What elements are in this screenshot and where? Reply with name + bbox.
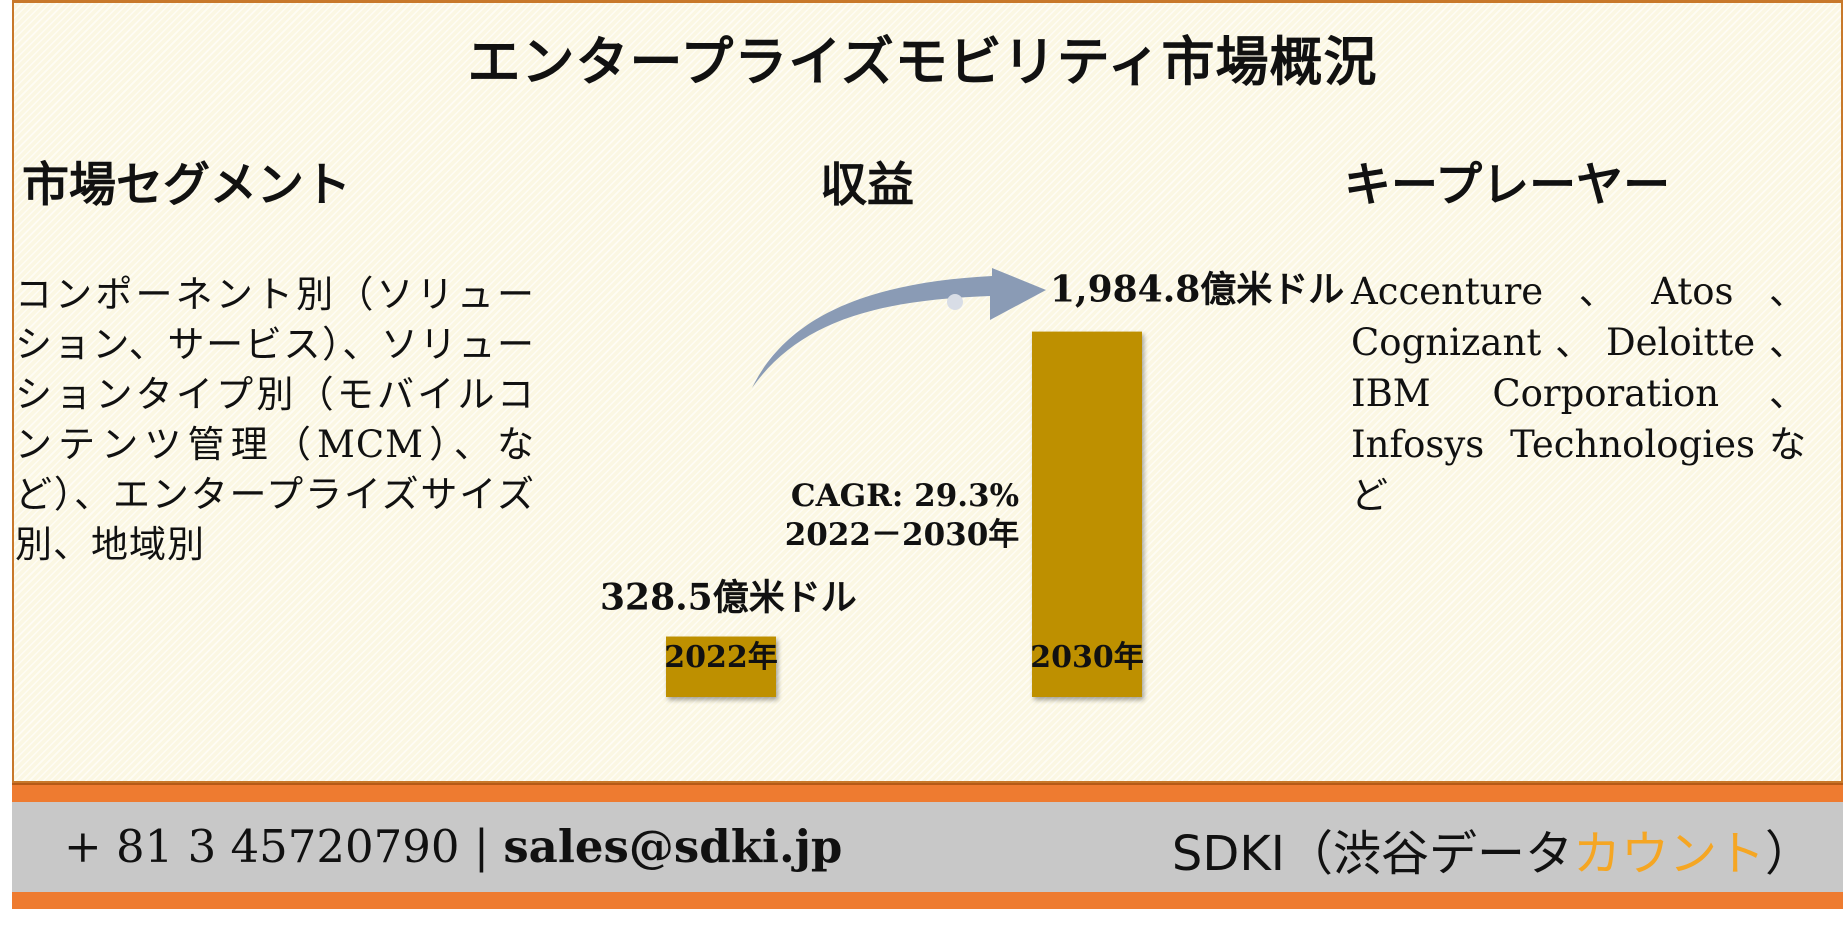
page-title: エンタープライズモビリティ市場概況 bbox=[467, 31, 1378, 93]
contact-info: + 81 3 45720790 | sales@sdki.jp bbox=[64, 820, 842, 873]
email-link[interactable]: sales@sdki.jp bbox=[503, 820, 843, 873]
phone-number: + 81 3 45720790 bbox=[64, 820, 460, 873]
value-label-2022: 328.5億米ドル bbox=[600, 577, 857, 619]
cagr-label: CAGR: 29.3% bbox=[791, 478, 1019, 514]
growth-arrow-shape bbox=[752, 268, 1046, 388]
category-label: 2030年 bbox=[1030, 640, 1144, 675]
cagr-period-label: 2022－2030年 bbox=[785, 517, 1020, 553]
value-label-2030: 1,984.8億米ドル bbox=[1050, 269, 1344, 311]
footer-divider bbox=[12, 783, 1843, 785]
segments-heading: 市場セグメント bbox=[22, 158, 351, 213]
revenue-heading: 収益 bbox=[820, 158, 914, 213]
players-heading: キープレーヤー bbox=[1344, 158, 1671, 213]
bar-2022年 bbox=[666, 636, 776, 697]
segments-text: コンポーネント別（ソリューション、サービス）、ソリューションタイプ別（モバイルコ… bbox=[15, 273, 535, 566]
bar-2030年 bbox=[1032, 331, 1142, 697]
revenue-chart: 2022年 2030年 328.5億米ドル 1,984.8億米ドル CAGR: 29.3… bbox=[600, 268, 1344, 697]
brand-accent-text: カウント bbox=[1572, 826, 1765, 882]
arrow-highlight-dot bbox=[947, 294, 963, 310]
brand-logo: SDKI（渋谷データカウント） bbox=[1172, 814, 1813, 884]
brand-close: ） bbox=[1764, 826, 1813, 882]
growth-arrow bbox=[752, 268, 1046, 388]
category-label: 2022年 bbox=[664, 640, 778, 675]
players-text: Accenture、Atos、Cognizant、Deloitte、IBM Co… bbox=[1351, 270, 1806, 517]
contact-separator: | bbox=[459, 820, 504, 873]
footer: + 81 3 45720790 | sales@sdki.jp SDKI（渋谷デ… bbox=[12, 785, 1843, 909]
overview-card bbox=[12, 0, 1843, 783]
brand-name: SDKI（渋谷データ bbox=[1171, 826, 1573, 882]
